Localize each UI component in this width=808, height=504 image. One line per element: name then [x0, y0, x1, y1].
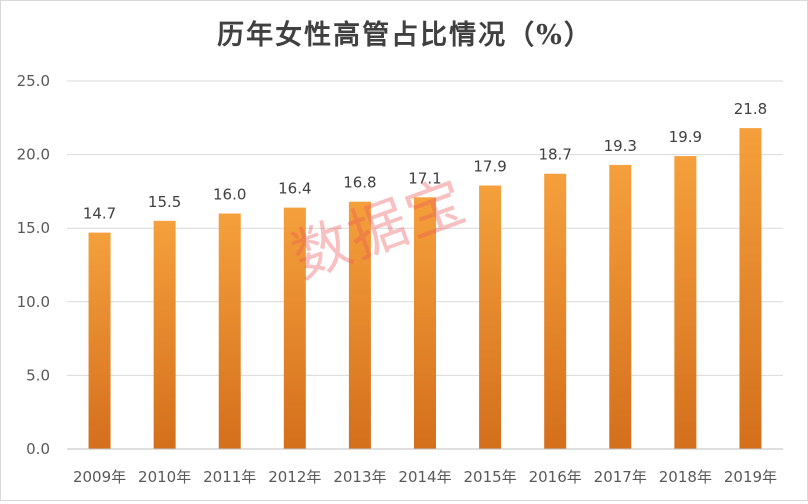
bar — [544, 173, 567, 449]
x-tick-label: 2016年 — [529, 468, 582, 486]
data-label: 21.8 — [734, 100, 767, 118]
data-label: 19.3 — [604, 137, 637, 155]
bar — [609, 164, 632, 450]
data-label: 17.1 — [408, 169, 441, 187]
data-label: 18.7 — [538, 146, 571, 164]
x-tick-label: 2010年 — [138, 468, 191, 486]
bar — [674, 156, 697, 449]
x-tick-label: 2018年 — [659, 468, 712, 486]
data-label: 15.5 — [148, 193, 181, 211]
x-tick-label: 2009年 — [73, 468, 126, 486]
y-tick-label: 10.0 — [17, 293, 50, 311]
x-tick-label: 2019年 — [724, 468, 777, 486]
data-label: 16.0 — [213, 185, 246, 203]
data-label: 16.8 — [343, 174, 376, 192]
bar — [739, 128, 762, 449]
bar — [153, 220, 176, 449]
data-label: 19.9 — [669, 128, 702, 146]
y-tick-label: 15.0 — [17, 219, 50, 237]
y-tick-label: 25.0 — [17, 72, 50, 90]
y-tick-label: 0.0 — [26, 440, 50, 458]
bar — [479, 185, 502, 449]
y-tick-label: 5.0 — [26, 366, 50, 384]
y-tick-label: 20.0 — [17, 146, 50, 164]
bar — [218, 213, 241, 449]
x-tick-label: 2015年 — [463, 468, 516, 486]
x-tick-label: 2017年 — [594, 468, 647, 486]
data-label: 17.9 — [473, 158, 506, 176]
x-tick-label: 2011年 — [203, 468, 256, 486]
chart-title: 历年女性高管占比情况（%） — [217, 20, 593, 51]
bar — [88, 232, 111, 449]
bar — [348, 201, 371, 449]
data-label: 16.4 — [278, 180, 311, 198]
bar — [283, 207, 306, 449]
x-tick-label: 2012年 — [268, 468, 321, 486]
bar — [414, 197, 436, 449]
data-label: 14.7 — [83, 205, 116, 223]
x-tick-label: 2014年 — [398, 468, 451, 486]
x-tick-label: 2013年 — [333, 468, 386, 486]
